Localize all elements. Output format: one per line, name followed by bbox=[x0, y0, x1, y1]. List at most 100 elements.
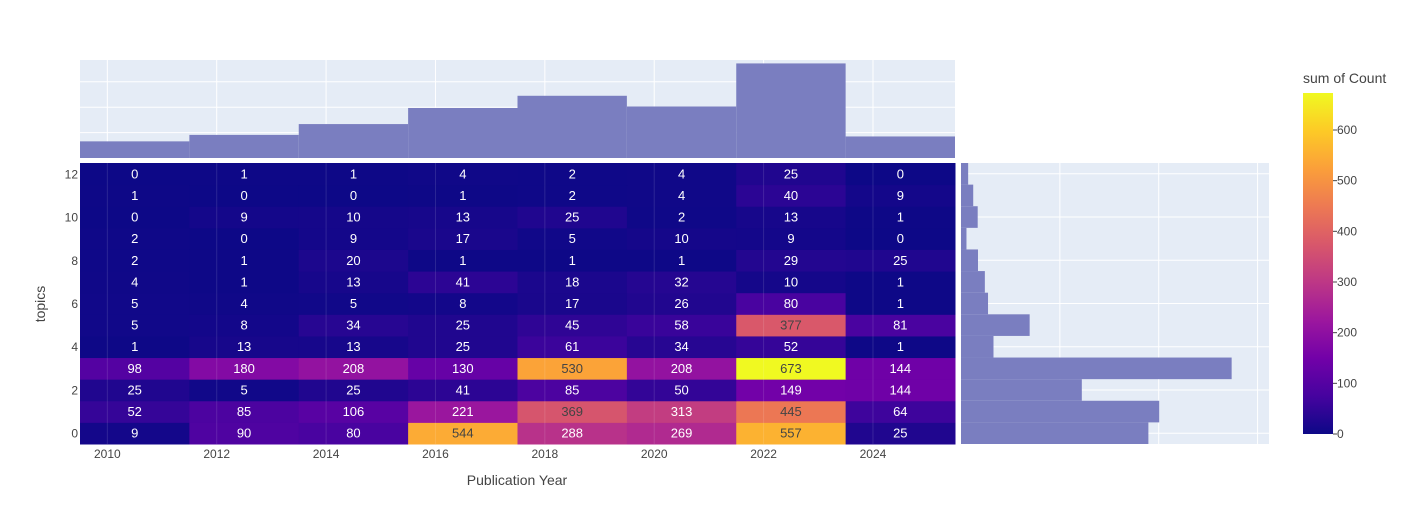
heatmap-cell-label: 269 bbox=[671, 426, 693, 441]
x-axis-label: Publication Year bbox=[467, 472, 568, 488]
heatmap-cell-label: 144 bbox=[889, 361, 911, 376]
heatmap-cell bbox=[408, 357, 518, 380]
y-tick-label: 2 bbox=[71, 383, 78, 397]
heatmap-cell bbox=[298, 357, 409, 380]
heatmap-cell bbox=[845, 357, 956, 380]
y-tick-label: 6 bbox=[71, 297, 78, 311]
heatmap-cell-label: 13 bbox=[346, 339, 360, 354]
heatmap-cell-label: 9 bbox=[350, 231, 357, 246]
heatmap-cell-label: 4 bbox=[678, 166, 685, 181]
heatmap-cell-label: 1 bbox=[459, 188, 466, 203]
heatmap-cell bbox=[626, 271, 737, 294]
heatmap-cell bbox=[736, 184, 847, 207]
heatmap-cell-label: 5 bbox=[569, 231, 576, 246]
heatmap-cell bbox=[626, 422, 737, 445]
top-hist-bar bbox=[736, 63, 846, 158]
heatmap-cell bbox=[80, 379, 190, 402]
heatmap-cell-label: 445 bbox=[780, 404, 802, 419]
heatmap-cell-label: 530 bbox=[561, 361, 583, 376]
heatmap-cell bbox=[298, 227, 409, 250]
heatmap-cell-label: 26 bbox=[674, 296, 688, 311]
heatmap-cell-label: 25 bbox=[456, 339, 470, 354]
heatmap-cell bbox=[736, 271, 847, 294]
top-hist-bar bbox=[626, 106, 737, 158]
heatmap-cell-label: 4 bbox=[678, 188, 685, 203]
heatmap-cell-label: 25 bbox=[456, 318, 470, 333]
heatmap-cell bbox=[189, 206, 300, 229]
heatmap-cell-label: 4 bbox=[459, 166, 466, 181]
heatmap-cell bbox=[189, 271, 300, 294]
heatmap-cell bbox=[626, 206, 737, 229]
heatmap-cell bbox=[408, 227, 518, 250]
heatmap-cell bbox=[298, 379, 409, 402]
heatmap-cell bbox=[408, 422, 518, 445]
x-tick-label: 2010 bbox=[94, 447, 121, 461]
heatmap-cell bbox=[189, 227, 300, 250]
heatmap-cell-label: 50 bbox=[674, 382, 688, 397]
heatmap-cell bbox=[517, 206, 628, 229]
heatmap-cell bbox=[80, 271, 190, 294]
colorbar-tick-label: 100 bbox=[1337, 376, 1357, 390]
heatmap-cell bbox=[736, 249, 847, 272]
heatmap-cell-label: 0 bbox=[131, 166, 138, 181]
heatmap-cell bbox=[517, 163, 628, 186]
heatmap-cell bbox=[626, 379, 737, 402]
heatmap-cell-label: 208 bbox=[343, 361, 365, 376]
heatmap-cell-label: 0 bbox=[350, 188, 357, 203]
heatmap-cell-label: 1 bbox=[897, 274, 904, 289]
heatmap-cell bbox=[845, 314, 956, 337]
heatmap-cell bbox=[736, 400, 847, 423]
heatmap-cell bbox=[845, 292, 956, 315]
heatmap-cell bbox=[626, 357, 737, 380]
y-axis-ticks: 0 2 4 6 8 10 12 bbox=[65, 167, 79, 440]
heatmap-cell-label: 0 bbox=[240, 188, 247, 203]
heatmap-cell bbox=[408, 292, 518, 315]
heatmap-cell bbox=[189, 292, 300, 315]
heatmap-cell bbox=[80, 422, 190, 445]
colorbar-tick-label: 200 bbox=[1337, 326, 1357, 340]
heatmap-cell-label: 85 bbox=[237, 404, 251, 419]
right-hist-bar bbox=[961, 335, 994, 358]
heatmap-cell-label: 2 bbox=[131, 253, 138, 268]
right-hist-bar bbox=[961, 184, 974, 207]
heatmap-cell-label: 5 bbox=[240, 382, 247, 397]
heatmap-cell-label: 13 bbox=[346, 274, 360, 289]
heatmap-cell bbox=[517, 422, 628, 445]
right-hist-bar bbox=[961, 206, 978, 228]
heatmap-cell bbox=[189, 184, 300, 207]
heatmap-cell bbox=[517, 271, 628, 294]
heatmap-cell-label: 13 bbox=[237, 339, 251, 354]
heatmap-cell-label: 34 bbox=[346, 318, 360, 333]
heatmap-cell-label: 557 bbox=[780, 426, 802, 441]
right-hist-bar bbox=[961, 227, 967, 250]
heatmap-cell-label: 1 bbox=[240, 166, 247, 181]
heatmap-cell-label: 64 bbox=[893, 404, 907, 419]
colorbar-ticks: 0 100 200 300 400 500 600 bbox=[1333, 123, 1357, 441]
heatmap-cell bbox=[845, 422, 956, 445]
heatmap-cell bbox=[845, 163, 956, 186]
heatmap-cell bbox=[189, 357, 300, 380]
heatmap-cell bbox=[298, 271, 409, 294]
top-hist-bar bbox=[80, 141, 190, 158]
heatmap-cell bbox=[80, 206, 190, 229]
heatmap-cell bbox=[626, 163, 737, 186]
colorbar: sum of Count bbox=[1303, 70, 1386, 434]
heatmap-cell bbox=[189, 422, 300, 445]
heatmap-cell-label: 58 bbox=[674, 318, 688, 333]
y-tick-label: 0 bbox=[71, 427, 78, 441]
heatmap-cell bbox=[736, 357, 847, 380]
heatmap-cell-label: 2 bbox=[678, 210, 685, 225]
heatmap-cell bbox=[845, 400, 956, 423]
heatmap-cell bbox=[80, 314, 190, 337]
heatmap-cell-label: 25 bbox=[893, 253, 907, 268]
heatmap-cell bbox=[189, 249, 300, 272]
heatmap-cell-label: 10 bbox=[674, 231, 688, 246]
heatmap-cell-label: 1 bbox=[897, 210, 904, 225]
heatmap-cell-label: 369 bbox=[561, 404, 583, 419]
heatmap-cell bbox=[408, 271, 518, 294]
heatmap-cell-label: 13 bbox=[456, 210, 470, 225]
top-hist-bar bbox=[517, 95, 627, 158]
right-hist-bar bbox=[961, 249, 978, 272]
heatmap-cell-label: 45 bbox=[565, 318, 579, 333]
